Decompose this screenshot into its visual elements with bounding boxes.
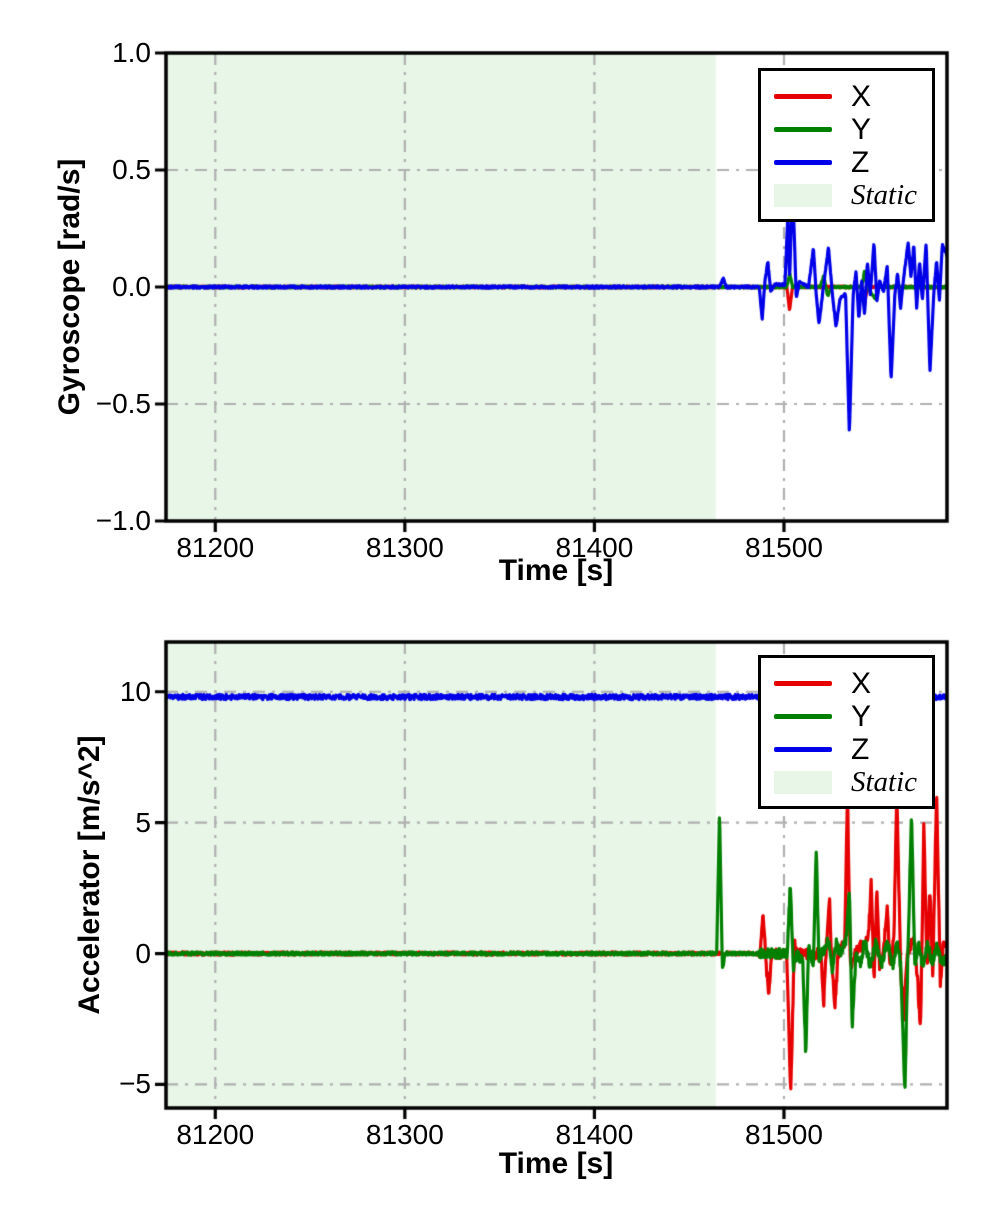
legend-label: Z xyxy=(851,145,870,179)
x-tick-label: 81400 xyxy=(555,532,634,563)
legend-row: X xyxy=(774,667,932,700)
legend-line-swatch xyxy=(774,94,832,99)
gyroscope-y-axis-label: Gyroscope [rad/s] xyxy=(53,158,86,416)
legend-label: Z xyxy=(851,732,870,766)
legend-row: Static xyxy=(774,766,932,799)
y-tick-label: 1.0 xyxy=(112,37,151,68)
legend-row: Z xyxy=(774,146,932,179)
x-tick-label: 81400 xyxy=(555,1119,634,1150)
x-tick-label: 81500 xyxy=(745,1119,823,1150)
legend: X Y Z Static xyxy=(758,655,935,809)
x-tick-label: 81500 xyxy=(745,532,823,563)
y-tick-label: 0.0 xyxy=(112,271,151,302)
y-tick-label: −5 xyxy=(119,1068,151,1100)
y-tick-label: 10 xyxy=(119,675,151,707)
y-tick-label: 0.5 xyxy=(112,154,151,185)
legend-patch-swatch xyxy=(774,771,832,794)
legend-line-swatch xyxy=(774,681,832,686)
legend-line-swatch xyxy=(774,714,832,719)
legend-label: Static xyxy=(851,179,918,211)
y-tick-label: 0 xyxy=(135,937,151,969)
y-tick-label: −1.0 xyxy=(95,505,151,536)
legend-line-swatch xyxy=(774,160,832,165)
legend-row: Static xyxy=(774,179,932,212)
y-tick-label: −0.5 xyxy=(95,388,151,419)
legend-row: X xyxy=(774,80,932,113)
legend-patch-swatch xyxy=(774,184,832,207)
gyroscope-chart: Gyroscope [rad/s] Time [s] 81200 81300 814… xyxy=(0,0,992,614)
legend-row: Z xyxy=(774,733,932,766)
legend-label: Y xyxy=(851,699,872,733)
y-tick-label: 5 xyxy=(135,806,151,838)
legend: X Y Z Static xyxy=(758,68,935,222)
legend-label: Y xyxy=(851,112,872,146)
legend-line-swatch xyxy=(774,747,832,752)
accelerator-x-axis-label: Time [s] xyxy=(498,1147,614,1180)
x-tick-label: 81200 xyxy=(176,532,255,563)
gyroscope-x-axis-label: Time [s] xyxy=(498,554,614,587)
legend-row: Y xyxy=(774,700,932,733)
legend-row: Y xyxy=(774,113,932,146)
legend-label: X xyxy=(851,666,872,700)
x-tick-label: 81300 xyxy=(365,1119,444,1150)
accelerator-y-axis-label: Accelerator [m/s^2] xyxy=(73,735,106,1015)
legend-label: X xyxy=(851,79,872,113)
x-tick-label: 81300 xyxy=(365,532,444,563)
x-tick-label: 81200 xyxy=(176,1119,255,1150)
legend-line-swatch xyxy=(774,127,832,132)
accelerator-chart: Accelerator [m/s^2] Time [s] 81200 81300 8… xyxy=(0,614,992,1228)
legend-label: Static xyxy=(851,766,918,798)
